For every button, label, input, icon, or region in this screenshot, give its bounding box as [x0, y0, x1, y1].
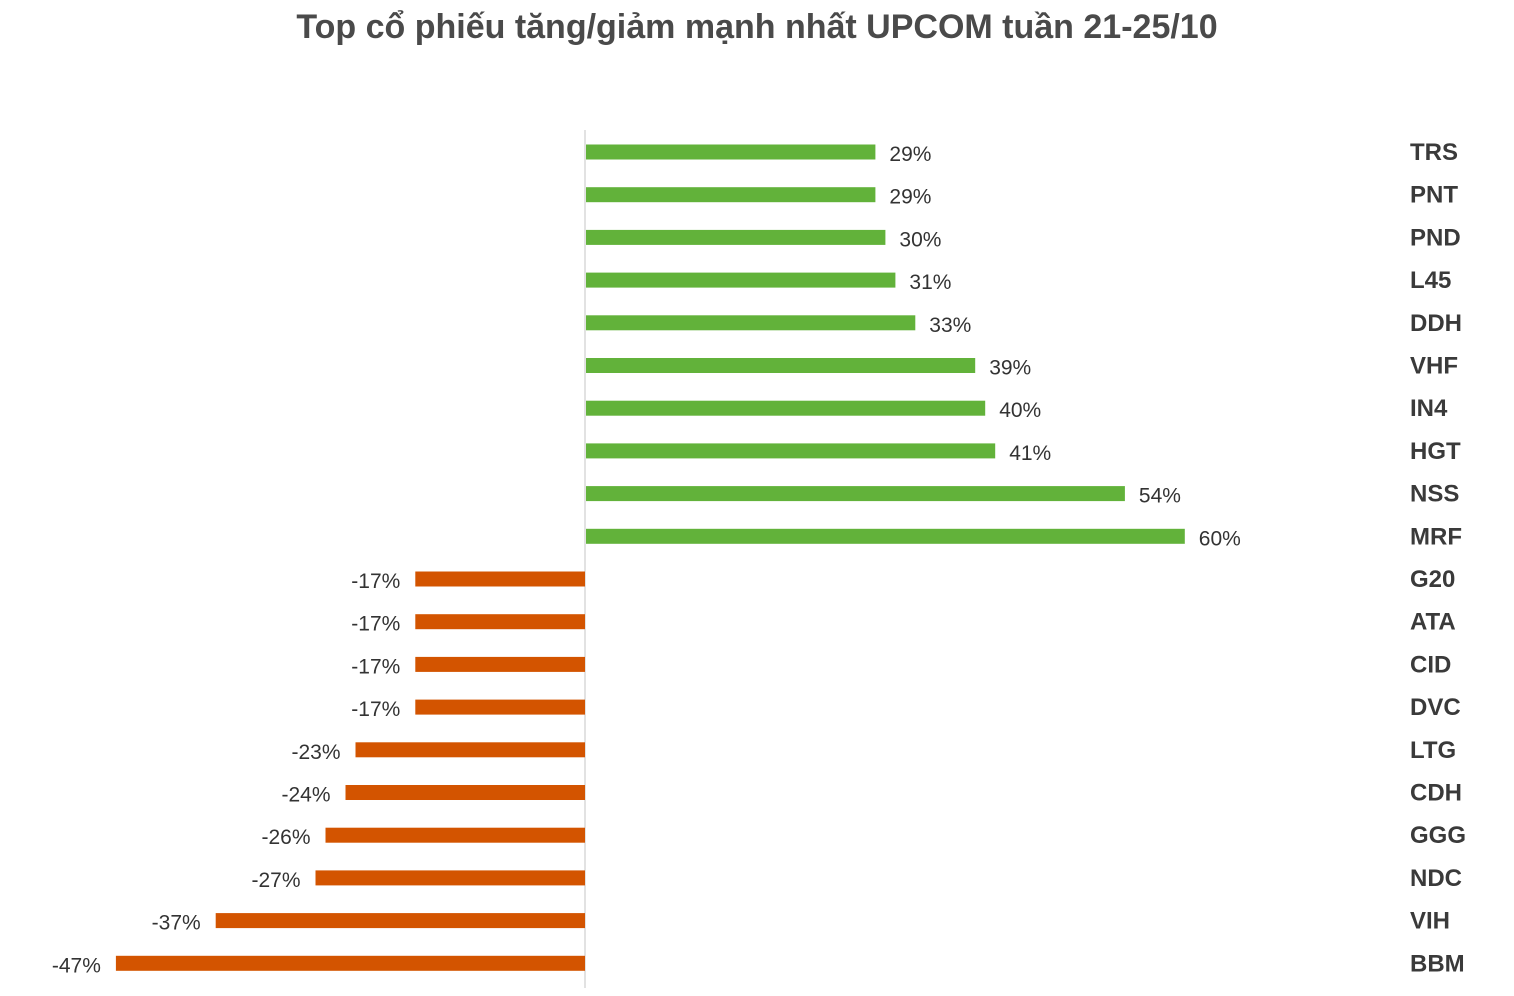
bar-cdh [345, 785, 585, 800]
category-label-vih: VIH [1410, 908, 1450, 935]
bar-pnd [586, 229, 886, 245]
value-label-ndc: -27% [251, 869, 300, 892]
bar-cid [415, 656, 585, 672]
value-label-nss: 54% [1139, 485, 1181, 508]
value-label-ltg: -23% [291, 741, 340, 764]
bar-pnt [586, 187, 876, 203]
bar-ddh [586, 315, 916, 331]
bar-dvc [415, 699, 585, 715]
bar-bbm [115, 955, 586, 971]
category-label-cdh: CDH [1410, 780, 1462, 807]
value-label-vih: -37% [152, 912, 201, 935]
category-label-ndc: NDC [1410, 865, 1462, 892]
value-label-dvc: -17% [351, 698, 400, 721]
bar-in4 [586, 400, 986, 416]
value-label-cid: -17% [351, 655, 400, 678]
value-label-ddh: 33% [929, 314, 971, 337]
category-label-nss: NSS [1410, 481, 1459, 508]
value-label-in4: 40% [999, 399, 1041, 422]
bar-hgt [586, 443, 996, 459]
category-label-vhf: VHF [1410, 353, 1458, 380]
chart-title: Top cổ phiếu tăng/giảm mạnh nhất UPCOM t… [296, 8, 1218, 46]
category-label-mrf: MRF [1410, 523, 1462, 550]
bars-group [115, 144, 1185, 971]
value-label-hgt: 41% [1009, 442, 1051, 465]
value-label-cdh: -24% [281, 784, 330, 807]
category-label-ddh: DDH [1410, 310, 1462, 337]
bar-vhf [586, 358, 976, 373]
category-label-in4: IN4 [1410, 395, 1448, 422]
value-label-mrf: 60% [1199, 527, 1241, 550]
bar-ltg [355, 742, 585, 758]
value-label-g20: -17% [351, 570, 400, 593]
value-labels-group: 29% 29% 30% 31% 33% 39% 40% 41% 54% 60% -17% -17% -1… [52, 143, 1241, 977]
value-label-trs: 29% [889, 143, 931, 166]
value-label-l45: 31% [909, 271, 951, 294]
bar-mrf [586, 528, 1185, 544]
bar-l45 [586, 272, 896, 288]
bar-ata [415, 614, 585, 630]
category-label-trs: TRS [1410, 139, 1458, 166]
category-label-hgt: HGT [1410, 438, 1461, 465]
value-label-ata: -17% [351, 613, 400, 636]
value-label-vhf: 39% [989, 357, 1031, 380]
category-label-dvc: DVC [1410, 694, 1461, 721]
category-label-ata: ATA [1410, 609, 1456, 636]
bar-ndc [315, 870, 585, 886]
value-label-ggg: -26% [261, 826, 310, 849]
value-label-pnt: 29% [889, 186, 931, 209]
bar-ggg [325, 827, 585, 843]
category-label-g20: G20 [1410, 566, 1455, 593]
category-label-ggg: GGG [1410, 822, 1466, 849]
bar-nss [586, 486, 1125, 502]
category-label-cid: CID [1410, 651, 1451, 678]
category-label-ltg: LTG [1410, 737, 1456, 764]
category-label-l45: L45 [1410, 267, 1451, 294]
bar-g20 [415, 571, 585, 587]
category-label-pnt: PNT [1410, 182, 1458, 209]
value-label-bbm: -47% [52, 954, 101, 977]
category-label-bbm: BBM [1410, 950, 1465, 977]
bar-trs [586, 144, 876, 160]
category-labels-group: TRS PNT PND L45 DDH VHF IN4 HGT NSS MRF G20 ATA CID D… [1410, 139, 1466, 977]
value-label-pnd: 30% [899, 228, 941, 251]
category-label-pnd: PND [1410, 224, 1461, 251]
bar-vih [215, 913, 585, 929]
